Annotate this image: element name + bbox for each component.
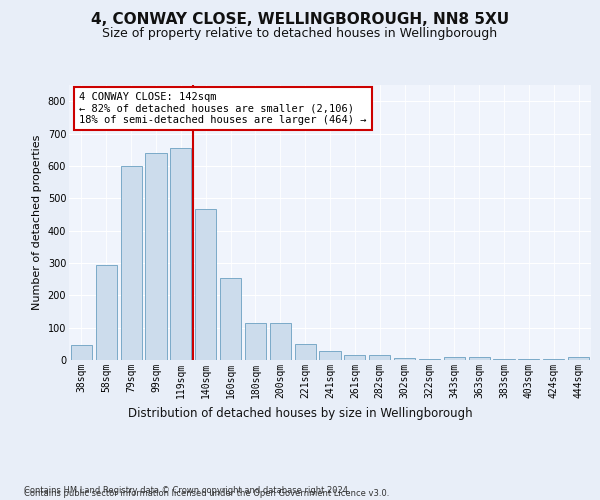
Bar bbox=[469, 358, 490, 360]
Text: Size of property relative to detached houses in Wellingborough: Size of property relative to detached ho… bbox=[103, 28, 497, 40]
Text: Contains public sector information licensed under the Open Government Licence v3: Contains public sector information licen… bbox=[24, 488, 389, 498]
Bar bbox=[145, 153, 167, 360]
Text: Contains HM Land Registry data © Crown copyright and database right 2024.: Contains HM Land Registry data © Crown c… bbox=[24, 486, 350, 495]
Bar bbox=[295, 344, 316, 360]
Bar bbox=[394, 358, 415, 360]
Bar bbox=[369, 355, 390, 360]
Bar bbox=[96, 265, 117, 360]
Bar bbox=[444, 358, 465, 360]
Bar bbox=[220, 278, 241, 360]
Bar bbox=[170, 148, 191, 360]
Y-axis label: Number of detached properties: Number of detached properties bbox=[32, 135, 42, 310]
Bar bbox=[344, 355, 365, 360]
Bar bbox=[245, 324, 266, 360]
Bar bbox=[568, 358, 589, 360]
Text: 4 CONWAY CLOSE: 142sqm
← 82% of detached houses are smaller (2,106)
18% of semi-: 4 CONWAY CLOSE: 142sqm ← 82% of detached… bbox=[79, 92, 367, 125]
Bar bbox=[71, 346, 92, 360]
Bar bbox=[195, 209, 216, 360]
Bar bbox=[270, 324, 291, 360]
Bar bbox=[121, 166, 142, 360]
Text: 4, CONWAY CLOSE, WELLINGBOROUGH, NN8 5XU: 4, CONWAY CLOSE, WELLINGBOROUGH, NN8 5XU bbox=[91, 12, 509, 28]
Bar bbox=[319, 352, 341, 360]
Text: Distribution of detached houses by size in Wellingborough: Distribution of detached houses by size … bbox=[128, 408, 472, 420]
